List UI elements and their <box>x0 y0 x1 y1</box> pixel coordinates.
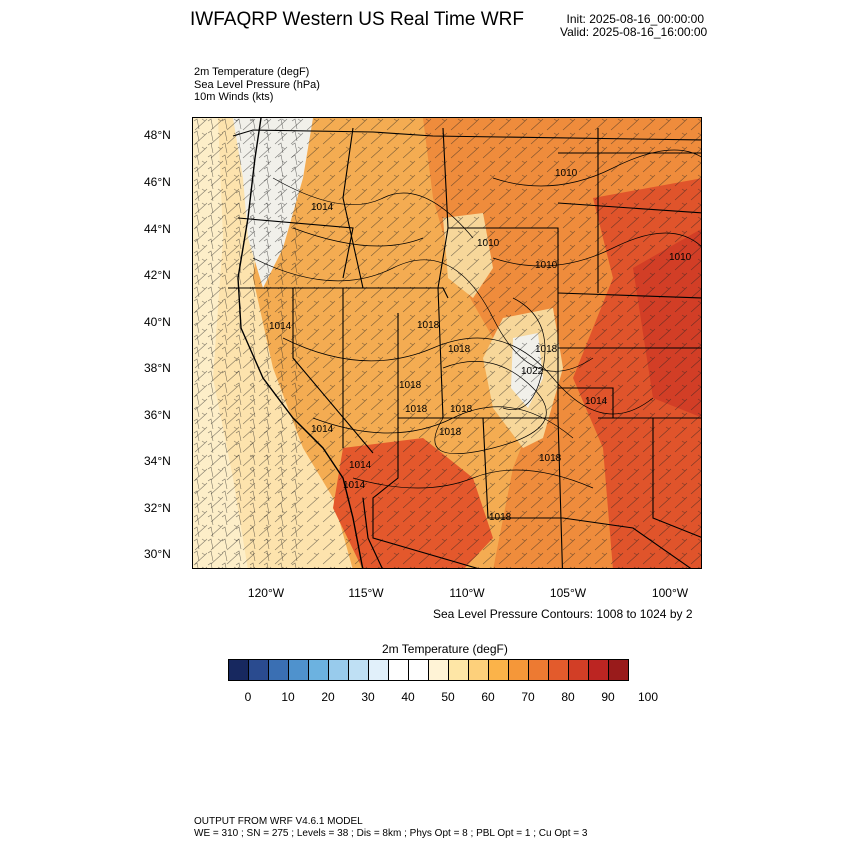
field-winds: 10m Winds (kts) <box>194 91 274 103</box>
field-temperature: 2m Temperature (degF) <box>194 66 310 78</box>
pressure-label: 1010 <box>477 238 500 249</box>
lat-label-30: 30°N <box>144 547 171 561</box>
colorbar-cell <box>489 660 509 680</box>
colorbar-cell <box>549 660 569 680</box>
colorbar-tick-label: 0 <box>244 690 252 704</box>
colorbar-cell <box>309 660 329 680</box>
colorbar-tick-label: 30 <box>361 690 375 704</box>
footer-line-1: OUTPUT FROM WRF V4.6.1 MODEL <box>194 816 363 827</box>
lon-label-105: 105°W <box>549 586 587 600</box>
footer-line-2: WE = 310 ; SN = 275 ; Levels = 38 ; Dis … <box>194 828 588 839</box>
lat-label-40: 40°N <box>144 315 171 329</box>
pressure-label: 1018 <box>439 427 462 438</box>
colorbar-cell <box>249 660 269 680</box>
field-list: 2m Temperature (degF) Sea Level Pressure… <box>194 66 320 104</box>
colorbar-cell <box>469 660 489 680</box>
lat-label-38: 38°N <box>144 361 171 375</box>
lat-label-32: 32°N <box>144 501 171 515</box>
colorbar-cell <box>349 660 369 680</box>
lat-label-48: 48°N <box>144 128 171 142</box>
pressure-label: 1018 <box>539 453 562 464</box>
lat-label-46: 46°N <box>144 175 171 189</box>
colorbar-tick-label: 80 <box>561 690 575 704</box>
colorbar-cell <box>409 660 429 680</box>
colorbar-tick-label: 70 <box>521 690 535 704</box>
colorbar-cell <box>269 660 289 680</box>
colorbar-tick-label: 10 <box>281 690 295 704</box>
colorbar-cell <box>329 660 349 680</box>
pressure-label: 1018 <box>405 404 428 415</box>
pressure-label: 1014 <box>343 480 366 491</box>
pressure-label: 1018 <box>535 344 558 355</box>
contour-note: Sea Level Pressure Contours: 1008 to 102… <box>433 607 693 621</box>
colorbar-cell <box>389 660 409 680</box>
colorbar-cell <box>429 660 449 680</box>
lat-label-36: 36°N <box>144 408 171 422</box>
colorbar-cell <box>289 660 309 680</box>
init-valid-times: Init: 2025-08-16_00:00:00 Valid: 2025-08… <box>560 12 708 39</box>
pressure-label: 1010 <box>555 168 578 179</box>
field-pressure: Sea Level Pressure (hPa) <box>194 78 320 91</box>
lat-label-34: 34°N <box>144 454 171 468</box>
colorbar-tick-label: 60 <box>481 690 495 704</box>
lon-label-100: 100°W <box>651 586 689 600</box>
colorbar <box>228 659 629 681</box>
pressure-label: 1014 <box>311 424 334 435</box>
map-panel: 1010 1014 1010 1010 1010 1014 1018 1018 … <box>192 117 702 569</box>
colorbar-tick-label: 40 <box>401 690 415 704</box>
colorbar-cell <box>449 660 469 680</box>
lon-label-120: 120°W <box>247 586 285 600</box>
weather-map: 1010 1014 1010 1010 1010 1014 1018 1018 … <box>193 118 701 568</box>
lat-label-44: 44°N <box>144 222 171 236</box>
valid-time: Valid: 2025-08-16_16:00:00 <box>560 25 708 39</box>
pressure-label: 1018 <box>417 320 440 331</box>
baja-coast <box>362 497 383 568</box>
lon-label-115: 115°W <box>348 586 384 600</box>
state-borders <box>228 127 701 568</box>
pressure-label: 1014 <box>311 202 334 213</box>
colorbar-tick-label: 20 <box>321 690 335 704</box>
pressure-labels: 1010 1014 1010 1010 1010 1014 1018 1018 … <box>269 168 692 523</box>
coastline <box>237 118 364 568</box>
pressure-label: 1018 <box>489 512 512 523</box>
colorbar-title: 2m Temperature (degF) <box>382 642 508 656</box>
colorbar-tick-label: 100 <box>637 690 659 704</box>
pressure-label: 1018 <box>399 380 422 391</box>
lat-label-42: 42°N <box>144 268 171 282</box>
colorbar-cell <box>229 660 249 680</box>
colorbar-tick-label: 50 <box>441 690 455 704</box>
colorbar-cell <box>369 660 389 680</box>
pressure-label: 1010 <box>669 252 692 263</box>
map-title: IWFAQRP Western US Real Time WRF <box>190 9 524 30</box>
pressure-label: 1018 <box>450 404 473 415</box>
pressure-contours <box>252 149 701 489</box>
pressure-label: 1014 <box>269 321 292 332</box>
pressure-label: 1022 <box>521 366 544 377</box>
colorbar-cell <box>609 660 628 680</box>
colorbar-cell <box>569 660 589 680</box>
colorbar-cell <box>589 660 609 680</box>
lon-label-110: 110°W <box>449 586 485 600</box>
pressure-label: 1014 <box>349 460 372 471</box>
pressure-label: 1010 <box>535 260 558 271</box>
model-footer: OUTPUT FROM WRF V4.6.1 MODEL WE = 310 ; … <box>194 816 587 840</box>
colorbar-tick-label: 90 <box>601 690 615 704</box>
pressure-label: 1018 <box>448 344 471 355</box>
colorbar-cell <box>529 660 549 680</box>
pressure-label: 1014 <box>585 396 608 407</box>
colorbar-cell <box>509 660 529 680</box>
init-time: Init: 2025-08-16_00:00:00 <box>566 12 704 26</box>
